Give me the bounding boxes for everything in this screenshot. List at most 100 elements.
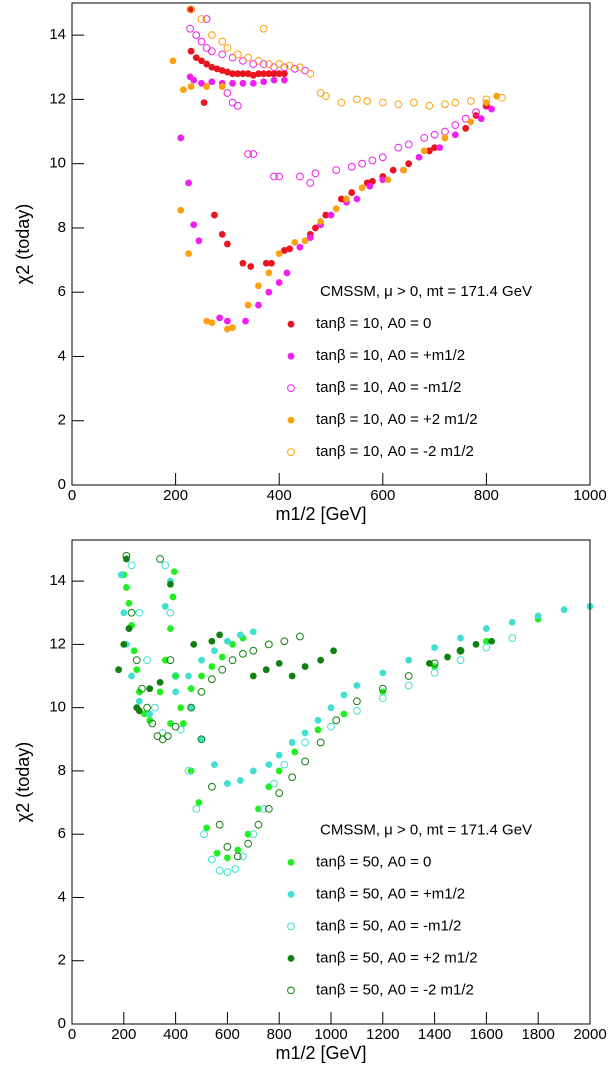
plot-frame: [71, 2, 591, 486]
point: [317, 656, 325, 664]
point: [135, 608, 144, 617]
point: [420, 134, 429, 142]
point: [296, 63, 304, 72]
legend-marker: [287, 859, 295, 866]
point: [461, 114, 470, 123]
point: [208, 637, 216, 645]
point: [321, 92, 330, 101]
point: [192, 804, 201, 813]
point: [185, 672, 192, 680]
point: [128, 672, 135, 680]
legend-label: tanβ = 10, A0 = -m1/2: [316, 379, 461, 396]
point: [218, 50, 227, 59]
point: [156, 555, 164, 563]
point: [332, 166, 341, 174]
legend-marker: [287, 955, 295, 962]
point: [337, 195, 345, 203]
point: [249, 71, 257, 79]
point: [127, 561, 136, 570]
legend-label: tanβ = 10, A0 = +m1/2: [316, 347, 465, 364]
point: [426, 147, 433, 155]
point: [218, 653, 226, 661]
x-tick-label: 800: [267, 1026, 292, 1043]
point: [234, 846, 242, 854]
point: [203, 60, 211, 68]
point: [275, 250, 283, 258]
point: [223, 44, 232, 52]
point: [306, 179, 315, 187]
point: [207, 855, 216, 864]
x-tick-label: 600: [370, 487, 395, 504]
point: [420, 147, 428, 155]
point: [177, 134, 185, 142]
point: [218, 83, 226, 90]
legend-marker: [287, 448, 295, 457]
point: [270, 779, 278, 788]
point: [143, 703, 152, 712]
point: [508, 618, 516, 626]
point: [234, 70, 242, 78]
point: [231, 865, 240, 873]
annotation: CMSSM, μ > 0, mt = 171.4 GeV: [320, 821, 532, 838]
point: [378, 153, 387, 162]
point: [457, 647, 464, 655]
point: [186, 24, 195, 33]
point: [179, 86, 187, 94]
x-tick-label: 0: [68, 1026, 76, 1043]
point: [208, 319, 216, 327]
point: [228, 656, 237, 665]
x-tick-label: 1800: [522, 1026, 555, 1043]
legend-marker: [287, 384, 295, 393]
point: [444, 653, 451, 661]
point: [224, 637, 231, 645]
point: [187, 685, 195, 693]
y-tick-label: 6: [58, 283, 66, 300]
point: [239, 70, 247, 78]
point: [233, 852, 242, 861]
point: [317, 218, 325, 225]
point: [218, 67, 226, 74]
point: [229, 70, 236, 78]
point: [415, 153, 423, 161]
point: [172, 688, 180, 696]
point: [262, 259, 270, 267]
point: [262, 666, 270, 674]
point: [208, 663, 216, 670]
point: [430, 130, 439, 139]
point: [316, 738, 325, 747]
point: [198, 57, 205, 65]
y-tick-label: 0: [58, 476, 66, 493]
point: [200, 830, 208, 839]
point: [198, 735, 205, 743]
legend-marker: [287, 320, 295, 328]
point: [483, 625, 490, 632]
point: [441, 127, 449, 136]
point: [255, 70, 262, 78]
point: [301, 738, 310, 747]
x-tick-label: 200: [163, 487, 188, 504]
point: [285, 61, 294, 70]
point: [192, 31, 201, 40]
point: [260, 78, 268, 86]
point: [280, 70, 288, 78]
point: [185, 179, 192, 187]
point: [340, 691, 348, 699]
point: [378, 694, 387, 703]
point: [337, 98, 346, 107]
point: [211, 647, 218, 655]
point: [472, 640, 480, 648]
point: [172, 672, 180, 680]
y-tick-label: 2: [58, 952, 66, 969]
x-axis-label: m1/2 [GeV]: [275, 504, 366, 524]
point: [150, 703, 159, 712]
x-tick-label: 400: [267, 487, 292, 504]
point: [166, 608, 175, 617]
point: [265, 70, 273, 78]
point: [132, 656, 141, 665]
legend-marker: [287, 922, 295, 931]
point: [488, 637, 495, 645]
legend-marker: [287, 986, 295, 995]
point: [143, 656, 152, 665]
point: [244, 301, 252, 309]
y-tick-label: 6: [58, 825, 66, 842]
